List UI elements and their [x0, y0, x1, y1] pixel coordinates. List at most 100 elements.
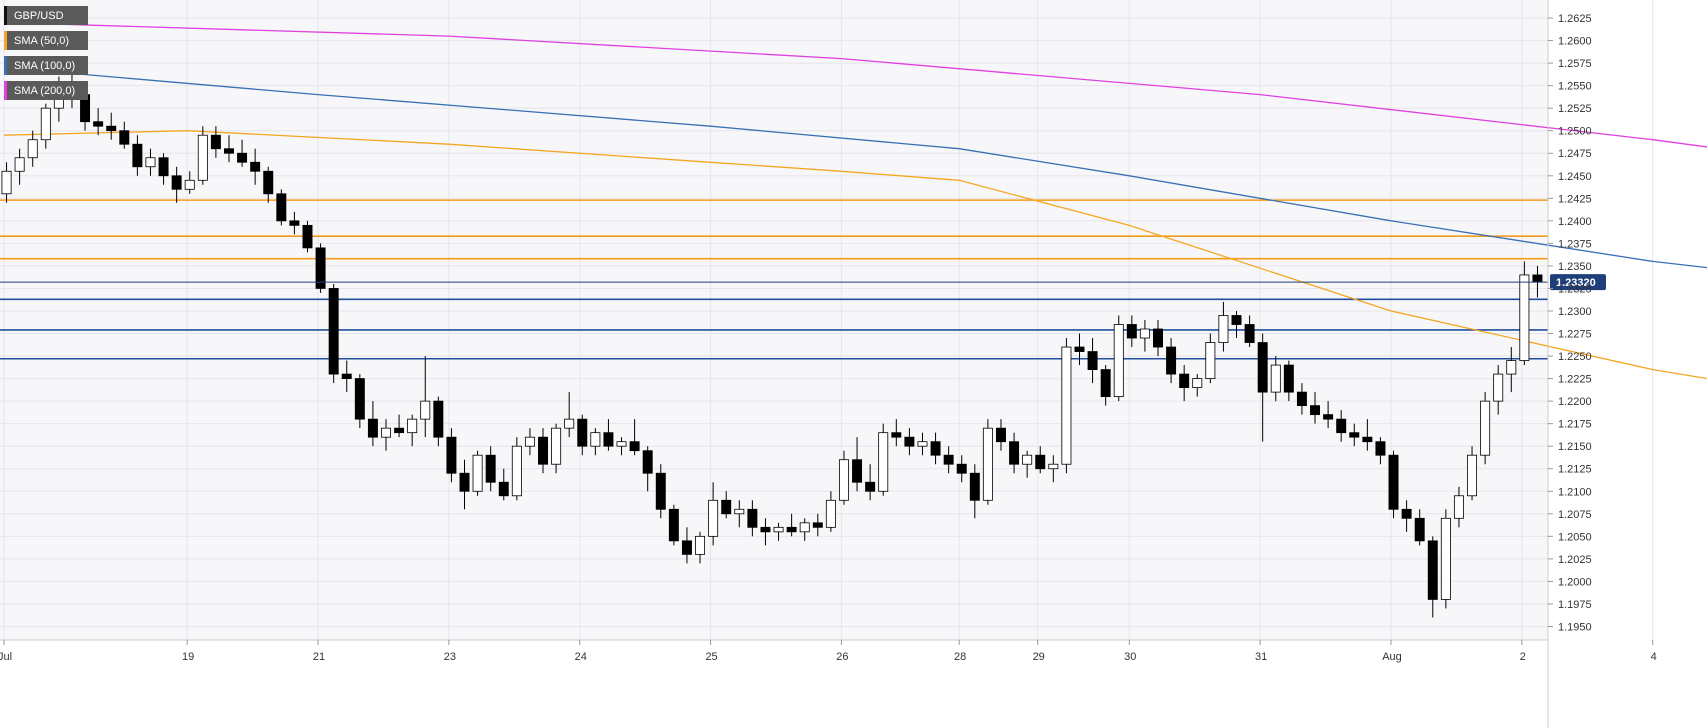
candle: [760, 518, 771, 546]
candle: [197, 126, 208, 185]
candle: [367, 401, 378, 447]
candle: [1480, 392, 1491, 465]
candle: [734, 500, 745, 528]
legend-item-box: [4, 6, 88, 25]
candle-body: [145, 157, 156, 168]
candle-body: [538, 436, 548, 465]
y-tick-label: 1.2625: [1558, 13, 1592, 25]
candle: [852, 437, 863, 492]
y-tick-label: 1.2225: [1558, 374, 1592, 386]
candle: [1035, 446, 1046, 474]
y-tick-label: 1.2075: [1558, 509, 1592, 521]
candle-body: [1296, 391, 1307, 407]
candle-body: [420, 400, 431, 420]
candle-body: [564, 418, 575, 429]
candle: [119, 121, 130, 149]
candle: [603, 419, 614, 451]
y-tick-label: 1.2200: [1558, 396, 1592, 408]
candle: [93, 108, 104, 136]
candle-body: [1205, 342, 1216, 379]
y-tick-label: 1.2575: [1558, 58, 1592, 70]
candle: [498, 468, 509, 501]
candle-body: [93, 121, 104, 127]
candle-body: [551, 427, 562, 465]
candle-body: [1323, 414, 1334, 420]
candle-body: [1009, 441, 1020, 465]
candle-body: [1179, 373, 1190, 389]
y-tick-label: 1.2175: [1558, 419, 1592, 431]
candle-body: [1100, 369, 1111, 398]
candle: [551, 423, 562, 474]
candle-body: [250, 161, 261, 172]
candle: [564, 392, 575, 438]
legend-item: SMA (50,0): [4, 31, 88, 50]
candle: [1453, 486, 1464, 528]
candle-body: [472, 454, 483, 492]
candle-body: [982, 427, 993, 501]
candle: [1336, 410, 1347, 442]
candle: [263, 166, 274, 203]
candle-body: [1349, 432, 1360, 438]
y-tick-label: 1.2550: [1558, 81, 1592, 93]
candle: [1100, 365, 1111, 406]
candle-body: [237, 152, 248, 163]
x-axis: Jul19212324252628293031Aug24678911131415…: [0, 639, 1657, 663]
current-price-label: 1.23320: [1556, 277, 1596, 289]
y-tick-label: 1.2375: [1558, 238, 1592, 250]
candle: [721, 491, 732, 519]
candle: [825, 491, 836, 532]
candle-body: [760, 526, 771, 533]
candle: [420, 356, 431, 438]
candle: [1113, 315, 1124, 402]
y-tick-label: 1.2125: [1558, 464, 1592, 476]
candle: [459, 459, 470, 510]
candle: [1323, 401, 1334, 429]
candle-body: [132, 143, 143, 168]
candle: [616, 437, 627, 456]
candle-body: [1192, 378, 1203, 389]
candle-body: [1427, 540, 1438, 600]
candle: [1362, 419, 1373, 451]
candle-body: [812, 522, 823, 528]
candle: [838, 450, 849, 505]
candle: [289, 211, 300, 235]
candle: [132, 135, 143, 176]
candle-body: [459, 472, 470, 492]
candle-body: [433, 400, 444, 438]
candle: [577, 414, 588, 456]
candle: [904, 428, 915, 456]
candle: [786, 513, 797, 537]
candle-body: [1022, 454, 1033, 465]
candle-body: [1283, 364, 1294, 393]
grid: [0, 0, 1654, 640]
x-tick-label: Jul: [0, 651, 12, 663]
candle-body: [1231, 315, 1242, 325]
y-tick-label: 1.2350: [1558, 261, 1592, 273]
candle: [1493, 365, 1504, 415]
candle-body: [119, 130, 130, 145]
horizontal-levels: [0, 199, 1548, 360]
candle: [1048, 455, 1059, 483]
candle: [1467, 446, 1478, 501]
sma50-line: [3, 130, 1707, 380]
y-tick-label: 1.2150: [1558, 441, 1592, 453]
y-tick-label: 1.1950: [1558, 621, 1592, 633]
candle-body: [1532, 274, 1543, 283]
candle: [930, 432, 941, 465]
candle-body: [891, 432, 902, 438]
candle-body: [603, 432, 614, 447]
legend-item-label: GBP/USD: [14, 10, 64, 22]
candle-body: [302, 224, 313, 249]
candle: [1257, 333, 1268, 442]
candle-body: [1166, 346, 1177, 375]
legend-item-label: SMA (200,0): [14, 85, 75, 97]
x-tick-label: 4: [1651, 651, 1657, 663]
candle-body: [1388, 454, 1399, 510]
x-tick-label: 23: [444, 651, 456, 663]
candle: [799, 518, 810, 541]
candle: [224, 135, 234, 163]
x-tick-label: 29: [1033, 651, 1045, 663]
candle: [943, 446, 954, 474]
candle-body: [106, 125, 117, 132]
candle-body: [328, 288, 339, 375]
